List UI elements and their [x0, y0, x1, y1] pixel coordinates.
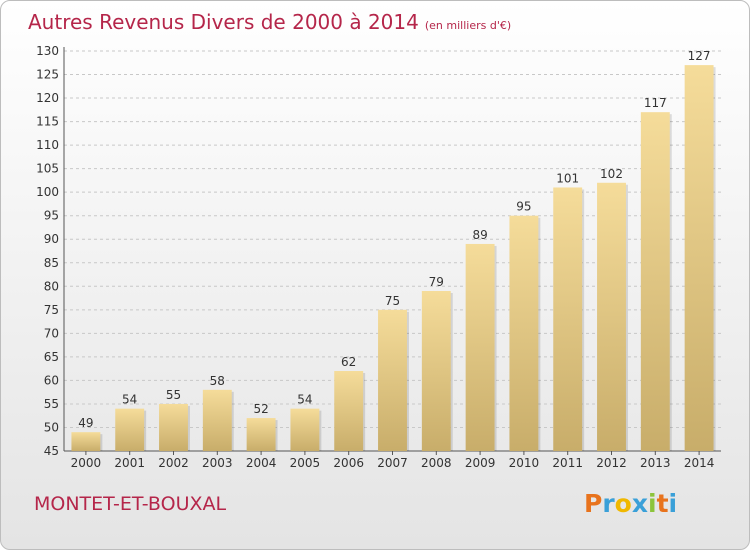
y-tick-label: 125 [36, 68, 59, 82]
bar [684, 65, 714, 451]
x-tick-label: 2013 [640, 456, 671, 470]
x-tick-label: 2006 [333, 456, 364, 470]
chart-title: Autres Revenus Divers de 2000 à 2014 (en … [28, 10, 511, 34]
bar [115, 408, 145, 451]
y-tick-label: 65 [44, 350, 59, 364]
bar [378, 309, 407, 451]
x-tick-label: 2001 [114, 456, 145, 470]
x-tick-label: 2002 [158, 456, 189, 470]
x-tick-label: 2003 [202, 456, 233, 470]
x-tick-label: 2008 [421, 456, 452, 470]
data-label: 62 [341, 355, 356, 369]
y-tick-label: 60 [44, 373, 59, 387]
bar [597, 182, 626, 451]
data-label: 102 [600, 167, 623, 181]
x-tick-label: 2014 [684, 456, 715, 470]
bar [334, 371, 364, 451]
y-tick-label: 130 [36, 44, 59, 58]
bar [71, 432, 101, 451]
place-name: MONTET-ET-BOUXAL [34, 493, 227, 515]
bar [290, 408, 320, 451]
y-tick-label: 45 [44, 444, 59, 458]
y-tick-label: 85 [44, 256, 59, 270]
x-tick-label: 2005 [290, 456, 321, 470]
bar [465, 243, 495, 451]
bar [640, 112, 670, 452]
data-label: 95 [516, 200, 531, 214]
data-label: 89 [472, 228, 487, 242]
bar [509, 215, 539, 451]
bar [421, 291, 451, 451]
data-label: 75 [385, 294, 400, 308]
logo-letter: i [668, 489, 678, 518]
title-main: Autres Revenus Divers de 2000 à 2014 [28, 10, 419, 34]
logo-letter: t [656, 489, 669, 518]
data-label: 54 [122, 393, 137, 407]
y-tick-label: 105 [36, 162, 59, 176]
x-tick-label: 2009 [465, 456, 496, 470]
y-tick-label: 100 [36, 185, 59, 199]
y-tick-label: 55 [44, 397, 59, 411]
logo-letter: o [614, 489, 632, 518]
logo-letter: x [631, 489, 648, 518]
x-tick-label: 2007 [377, 456, 408, 470]
logo-letter: i [648, 489, 657, 518]
data-label: 54 [297, 393, 312, 407]
logo-letter: r [602, 489, 615, 518]
proxiti-logo: Proxiti [584, 489, 677, 518]
x-tick-label: 2011 [552, 456, 583, 470]
data-label: 117 [644, 96, 667, 110]
data-label: 127 [688, 49, 711, 63]
x-tick-label: 2000 [71, 456, 102, 470]
y-tick-label: 70 [44, 326, 59, 340]
y-tick-label: 90 [44, 232, 59, 246]
x-tick-label: 2012 [596, 456, 627, 470]
y-tick-label: 110 [36, 138, 59, 152]
bar [246, 418, 276, 451]
y-tick-label: 95 [44, 209, 59, 223]
y-tick-label: 80 [44, 279, 59, 293]
data-label: 55 [166, 388, 181, 402]
bar [202, 389, 232, 451]
bar [553, 187, 583, 451]
y-tick-label: 115 [36, 115, 59, 129]
y-tick-label: 120 [36, 91, 59, 105]
y-tick-label: 50 [44, 420, 59, 434]
data-label: 79 [429, 275, 444, 289]
y-tick-label: 75 [44, 303, 59, 317]
title-unit: (en milliers d'€) [424, 19, 512, 32]
data-label: 101 [556, 171, 579, 185]
data-label: 49 [78, 416, 93, 430]
data-label: 58 [210, 374, 225, 388]
x-tick-label: 2010 [509, 456, 540, 470]
bar [159, 403, 188, 451]
logo-letter: P [584, 489, 603, 518]
data-label: 52 [253, 402, 268, 416]
x-tick-label: 2004 [246, 456, 277, 470]
